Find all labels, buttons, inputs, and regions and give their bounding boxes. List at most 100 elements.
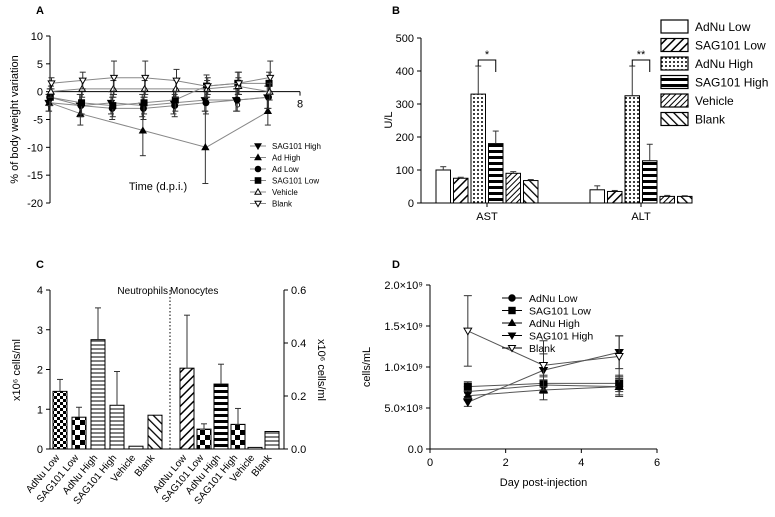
left-y-tick-label: 0 (37, 444, 43, 456)
legend-marker (507, 344, 517, 353)
legend-swatch (660, 111, 689, 127)
neutrophil-bar (128, 445, 144, 450)
left-y-tick-label: 3 (37, 325, 43, 337)
left-y-tick-label: 1 (37, 404, 43, 416)
data-point (614, 353, 624, 362)
data-point (202, 99, 210, 107)
data-point (141, 74, 150, 83)
y-tick-label: 0.0 (408, 444, 423, 456)
x-tick-label: 2 (503, 457, 509, 469)
x-tick-label: AST (476, 211, 498, 223)
y-tick-label: 200 (396, 132, 414, 144)
neutrophil-bar (109, 404, 125, 450)
panel-label-a: A (36, 5, 44, 17)
legend-swatch (660, 37, 689, 53)
bar-group-ast (435, 65, 539, 204)
series-blank (463, 295, 624, 391)
y-tick-label: -5 (33, 115, 43, 127)
legend-label: Vehicle (272, 188, 298, 197)
legend-label: SAG101 Low (529, 306, 591, 318)
data-point (140, 84, 149, 92)
data-point (78, 77, 87, 85)
y-axis-title: cells/mL (361, 347, 373, 387)
y-tick-label: 300 (396, 99, 414, 111)
series-line (49, 77, 269, 87)
bar-adnu-high (624, 95, 640, 204)
data-point (538, 362, 549, 371)
neutrophil-bar (71, 416, 87, 450)
legend-marker (254, 187, 262, 195)
neutrophil-bar (52, 390, 68, 450)
legend-label: SAG101 Low (695, 39, 766, 53)
group-label-monocytes: Monocytes (170, 286, 218, 297)
y-tick-label: 1.0×10⁹ (384, 362, 423, 374)
data-point (138, 126, 148, 134)
legend-label: AdNu Low (529, 293, 578, 305)
data-point (47, 80, 56, 88)
legend-label: SAG101 High (272, 142, 321, 151)
monocyte-bar (213, 383, 229, 450)
series-line (49, 85, 269, 93)
significance-bracket (631, 59, 651, 73)
data-point (109, 74, 119, 83)
legend-marker (508, 306, 516, 315)
right-y-tick-label: 0.2 (291, 391, 306, 403)
x-tick-label: 0 (427, 457, 433, 469)
y-tick-label: 10 (31, 31, 43, 43)
bar-vehicle (659, 195, 675, 204)
legend-swatch (660, 93, 689, 108)
data-point (109, 102, 117, 110)
category-label: Blank (133, 452, 158, 479)
legend-label: Vehicle (695, 94, 734, 108)
data-point (264, 93, 272, 101)
monocyte-bar (247, 446, 263, 450)
y-tick-label: -20 (27, 198, 43, 210)
legend-label: Blank (272, 200, 293, 209)
significance-marker: ** (637, 49, 646, 61)
monocyte-bar (179, 367, 195, 450)
y-tick-label: 5.0×10⁸ (384, 403, 423, 415)
bar-sag101-high (488, 143, 504, 204)
right-y-tick-label: 0.0 (291, 444, 306, 456)
legend-label: SAG101 High (695, 76, 768, 90)
data-point (463, 398, 473, 408)
data-point (463, 327, 473, 336)
left-y-tick-label: 2 (37, 365, 43, 377)
y-tick-label: 100 (396, 165, 414, 177)
x-tick-label: 8 (297, 99, 303, 111)
legend-swatch (660, 19, 689, 34)
y-tick-label: 1.5×10⁹ (384, 321, 423, 333)
bar-blank (677, 195, 693, 204)
bar-blank (523, 180, 539, 204)
x-tick-label: 4 (578, 457, 584, 469)
panel-label-d: D (392, 259, 400, 271)
data-point (614, 381, 624, 390)
bar-group-alt (589, 65, 693, 204)
data-point (172, 77, 181, 85)
bar-vehicle (505, 172, 521, 204)
data-point (140, 99, 148, 107)
data-point (109, 84, 118, 92)
significance-bracket (477, 59, 497, 73)
legend-marker (254, 165, 262, 173)
legend-marker (508, 294, 516, 302)
y-tick-label: -10 (27, 142, 43, 154)
legend-label: Ad Low (272, 165, 299, 174)
right-y-tick-label: 0.6 (291, 285, 306, 297)
series-line (49, 96, 269, 109)
legend-marker (507, 318, 517, 327)
data-point (263, 106, 273, 115)
series-blank (47, 60, 275, 95)
legend-label: Ad High (272, 154, 300, 163)
category-label: Blank (250, 452, 275, 479)
left-y-tick-label: 4 (37, 285, 43, 297)
monocyte-bar (264, 431, 280, 450)
significance-marker: * (485, 49, 490, 61)
data-point (171, 96, 179, 104)
legend-label: Blank (695, 113, 726, 127)
right-y-axis-title: x10⁶ cells/ml (315, 339, 327, 401)
x-axis-title: Day post-injection (500, 477, 587, 489)
bar-sag101-low (607, 190, 623, 204)
data-point (46, 87, 56, 95)
